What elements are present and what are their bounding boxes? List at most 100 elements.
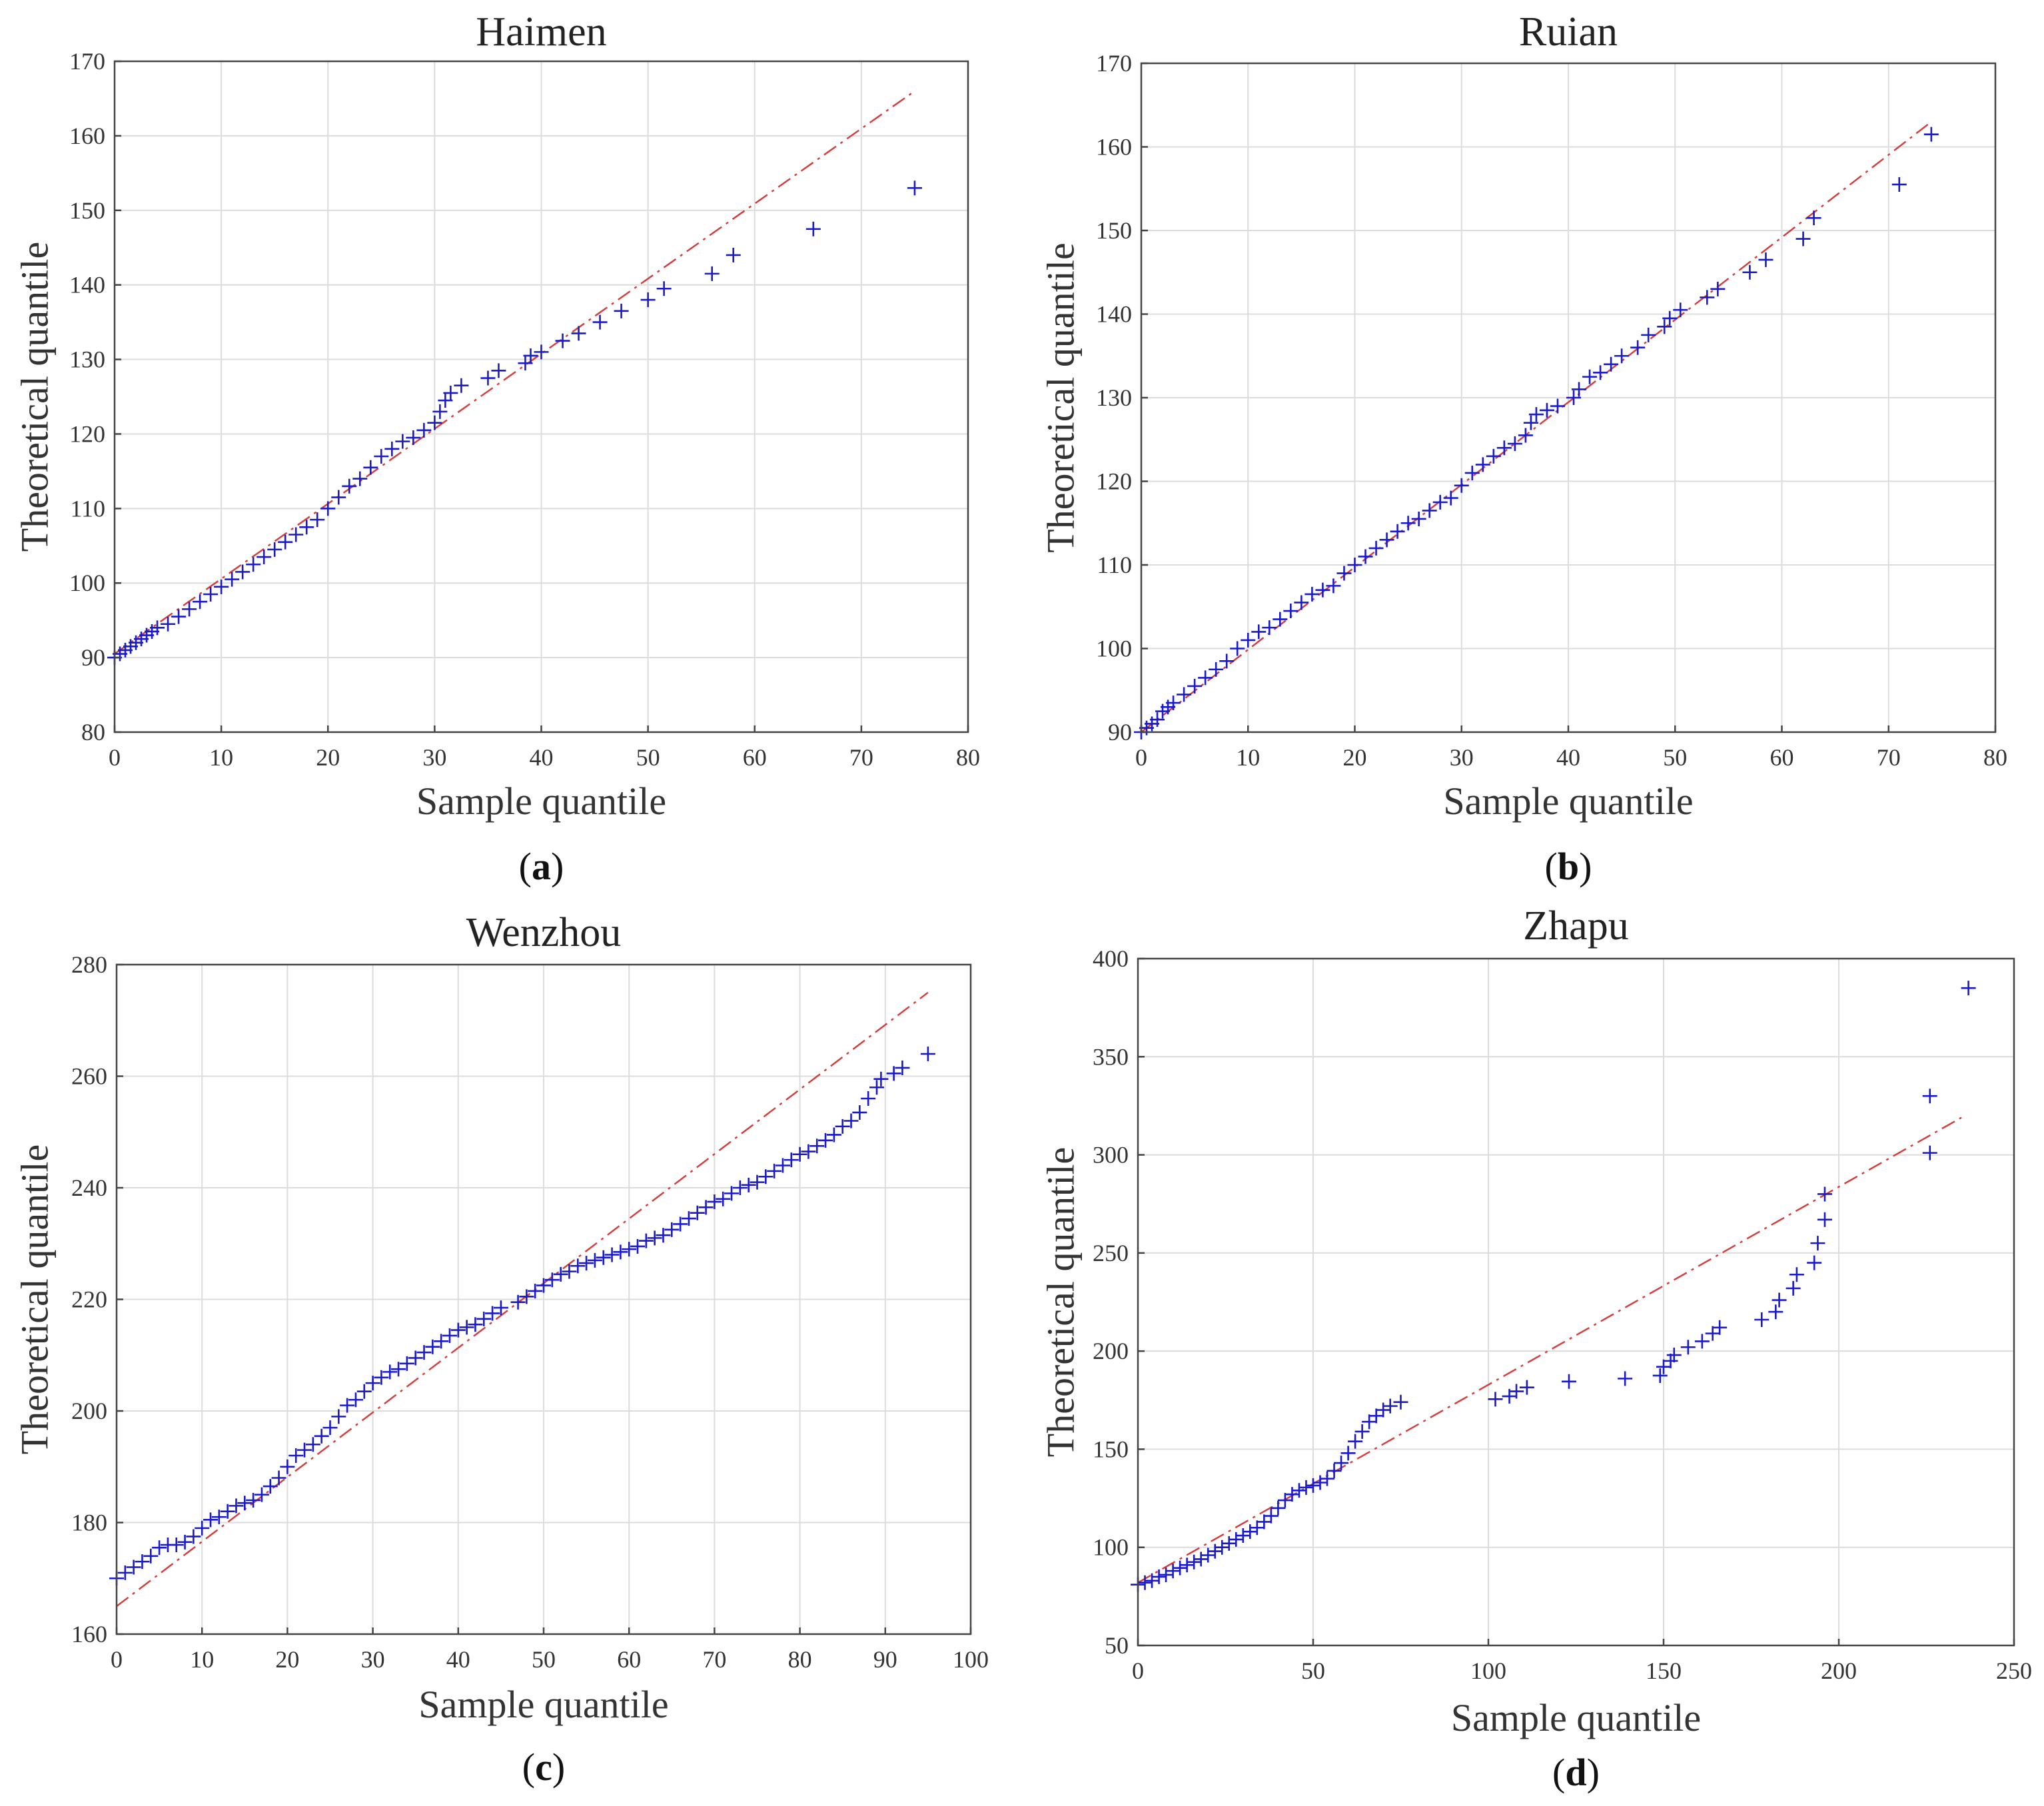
- y-tick-label: 170: [1096, 50, 1132, 77]
- data-point: [391, 1362, 406, 1377]
- data-point: [262, 1479, 278, 1494]
- data-point: [1177, 687, 1192, 702]
- data-point: [579, 1256, 594, 1271]
- data-point: [1151, 1569, 1167, 1584]
- data-point: [640, 292, 656, 308]
- data-point: [1379, 532, 1394, 548]
- data-point: [382, 1364, 398, 1380]
- data-point: [1187, 678, 1203, 693]
- x-tick-label: 70: [702, 1646, 726, 1673]
- x-tick-label: 100: [953, 1646, 989, 1673]
- data-point: [1561, 1374, 1576, 1389]
- data-point: [1656, 1359, 1671, 1374]
- data-point: [1509, 1384, 1524, 1399]
- data-point: [322, 1420, 338, 1436]
- data-point: [237, 1496, 253, 1511]
- data-point: [443, 385, 458, 400]
- data-point: [1326, 1463, 1342, 1478]
- data-point: [320, 501, 336, 516]
- data-point: [434, 1334, 449, 1349]
- x-tick-label: 30: [1450, 744, 1474, 771]
- data-point: [1817, 1186, 1832, 1202]
- data-point: [1249, 1520, 1265, 1536]
- data-point: [801, 1144, 816, 1159]
- data-point: [1291, 1483, 1306, 1498]
- data-point: [416, 1345, 432, 1360]
- data-point: [229, 1498, 244, 1514]
- data-point: [1376, 1402, 1391, 1418]
- data-point: [1306, 1478, 1320, 1493]
- x-tick-label: 30: [361, 1646, 385, 1673]
- data-point: [1229, 1532, 1244, 1547]
- data-point: [1754, 1312, 1770, 1328]
- data-point: [741, 1177, 756, 1192]
- data-point: [1758, 252, 1774, 267]
- x-tick-label: 50: [1301, 1657, 1325, 1684]
- data-point: [1230, 641, 1245, 656]
- data-point: [280, 1459, 295, 1474]
- y-tick-label: 130: [69, 346, 105, 373]
- data-point: [767, 1163, 782, 1178]
- tick-labels: 0 10 20 30 40 50 60 70 80 90 100 110 120 130 140 150 160…: [1096, 50, 2007, 771]
- data-point: [1145, 1573, 1160, 1588]
- data-point: [1641, 327, 1656, 342]
- data-point: [1393, 1394, 1408, 1410]
- data-point: [1923, 127, 1939, 142]
- data-point: [374, 1370, 389, 1385]
- y-tick-label: 100: [69, 570, 105, 596]
- data-point: [1922, 1145, 1937, 1160]
- x-tick-label: 10: [209, 744, 233, 771]
- data-point: [873, 1071, 889, 1087]
- chart-panel-ruian: Ruian 0 10 20 30 40 50 60 70 80 90 100 110 120 130 140…: [1039, 9, 2008, 888]
- data-point: [1209, 662, 1224, 677]
- data-point: [1604, 356, 1619, 372]
- data-markers: [107, 181, 922, 666]
- x-tick-label: 80: [956, 744, 980, 771]
- data-point: [408, 1350, 423, 1366]
- data-point: [348, 1392, 363, 1408]
- data-point: [895, 1060, 910, 1075]
- data-point: [690, 1205, 705, 1220]
- data-point: [1786, 1280, 1801, 1296]
- y-tick-label: 160: [1096, 134, 1132, 161]
- y-tick-label: 180: [71, 1510, 107, 1536]
- y-tick-label: 120: [1096, 468, 1132, 495]
- data-point: [869, 1080, 884, 1095]
- data-point: [536, 1278, 551, 1293]
- data-point: [1159, 1567, 1174, 1582]
- data-point: [614, 303, 629, 318]
- x-tick-label: 60: [743, 744, 767, 771]
- data-point: [476, 1311, 492, 1326]
- data-point: [570, 1258, 586, 1274]
- data-point: [193, 594, 208, 610]
- data-point: [519, 1289, 534, 1304]
- y-tick-label: 250: [1093, 1240, 1129, 1266]
- y-tick-label: 200: [71, 1398, 107, 1424]
- y-tick-label: 400: [1093, 945, 1129, 972]
- data-point: [1320, 1471, 1335, 1486]
- data-point: [750, 1174, 765, 1190]
- data-point: [835, 1119, 850, 1134]
- data-point: [117, 1565, 133, 1580]
- data-point: [1789, 1267, 1804, 1282]
- data-point: [1235, 1528, 1251, 1544]
- y-tick-label: 110: [70, 495, 105, 522]
- x-axis-title: Sample quantile: [418, 1683, 668, 1726]
- data-point: [510, 1294, 526, 1310]
- data-point: [638, 1233, 654, 1248]
- data-point: [1358, 549, 1373, 564]
- data-point: [1243, 1524, 1258, 1540]
- data-point: [1663, 1353, 1678, 1368]
- data-point: [613, 1244, 628, 1260]
- x-tick-label: 0: [109, 744, 121, 771]
- data-point: [1475, 457, 1490, 472]
- data-point: [1348, 1434, 1363, 1449]
- data-point: [818, 1132, 833, 1148]
- data-point: [1334, 1456, 1349, 1471]
- data-markers: [109, 1047, 935, 1586]
- data-point: [454, 378, 469, 393]
- y-tick-label: 300: [1093, 1142, 1129, 1168]
- y-tick-label: 350: [1093, 1043, 1129, 1070]
- data-point: [1700, 290, 1715, 305]
